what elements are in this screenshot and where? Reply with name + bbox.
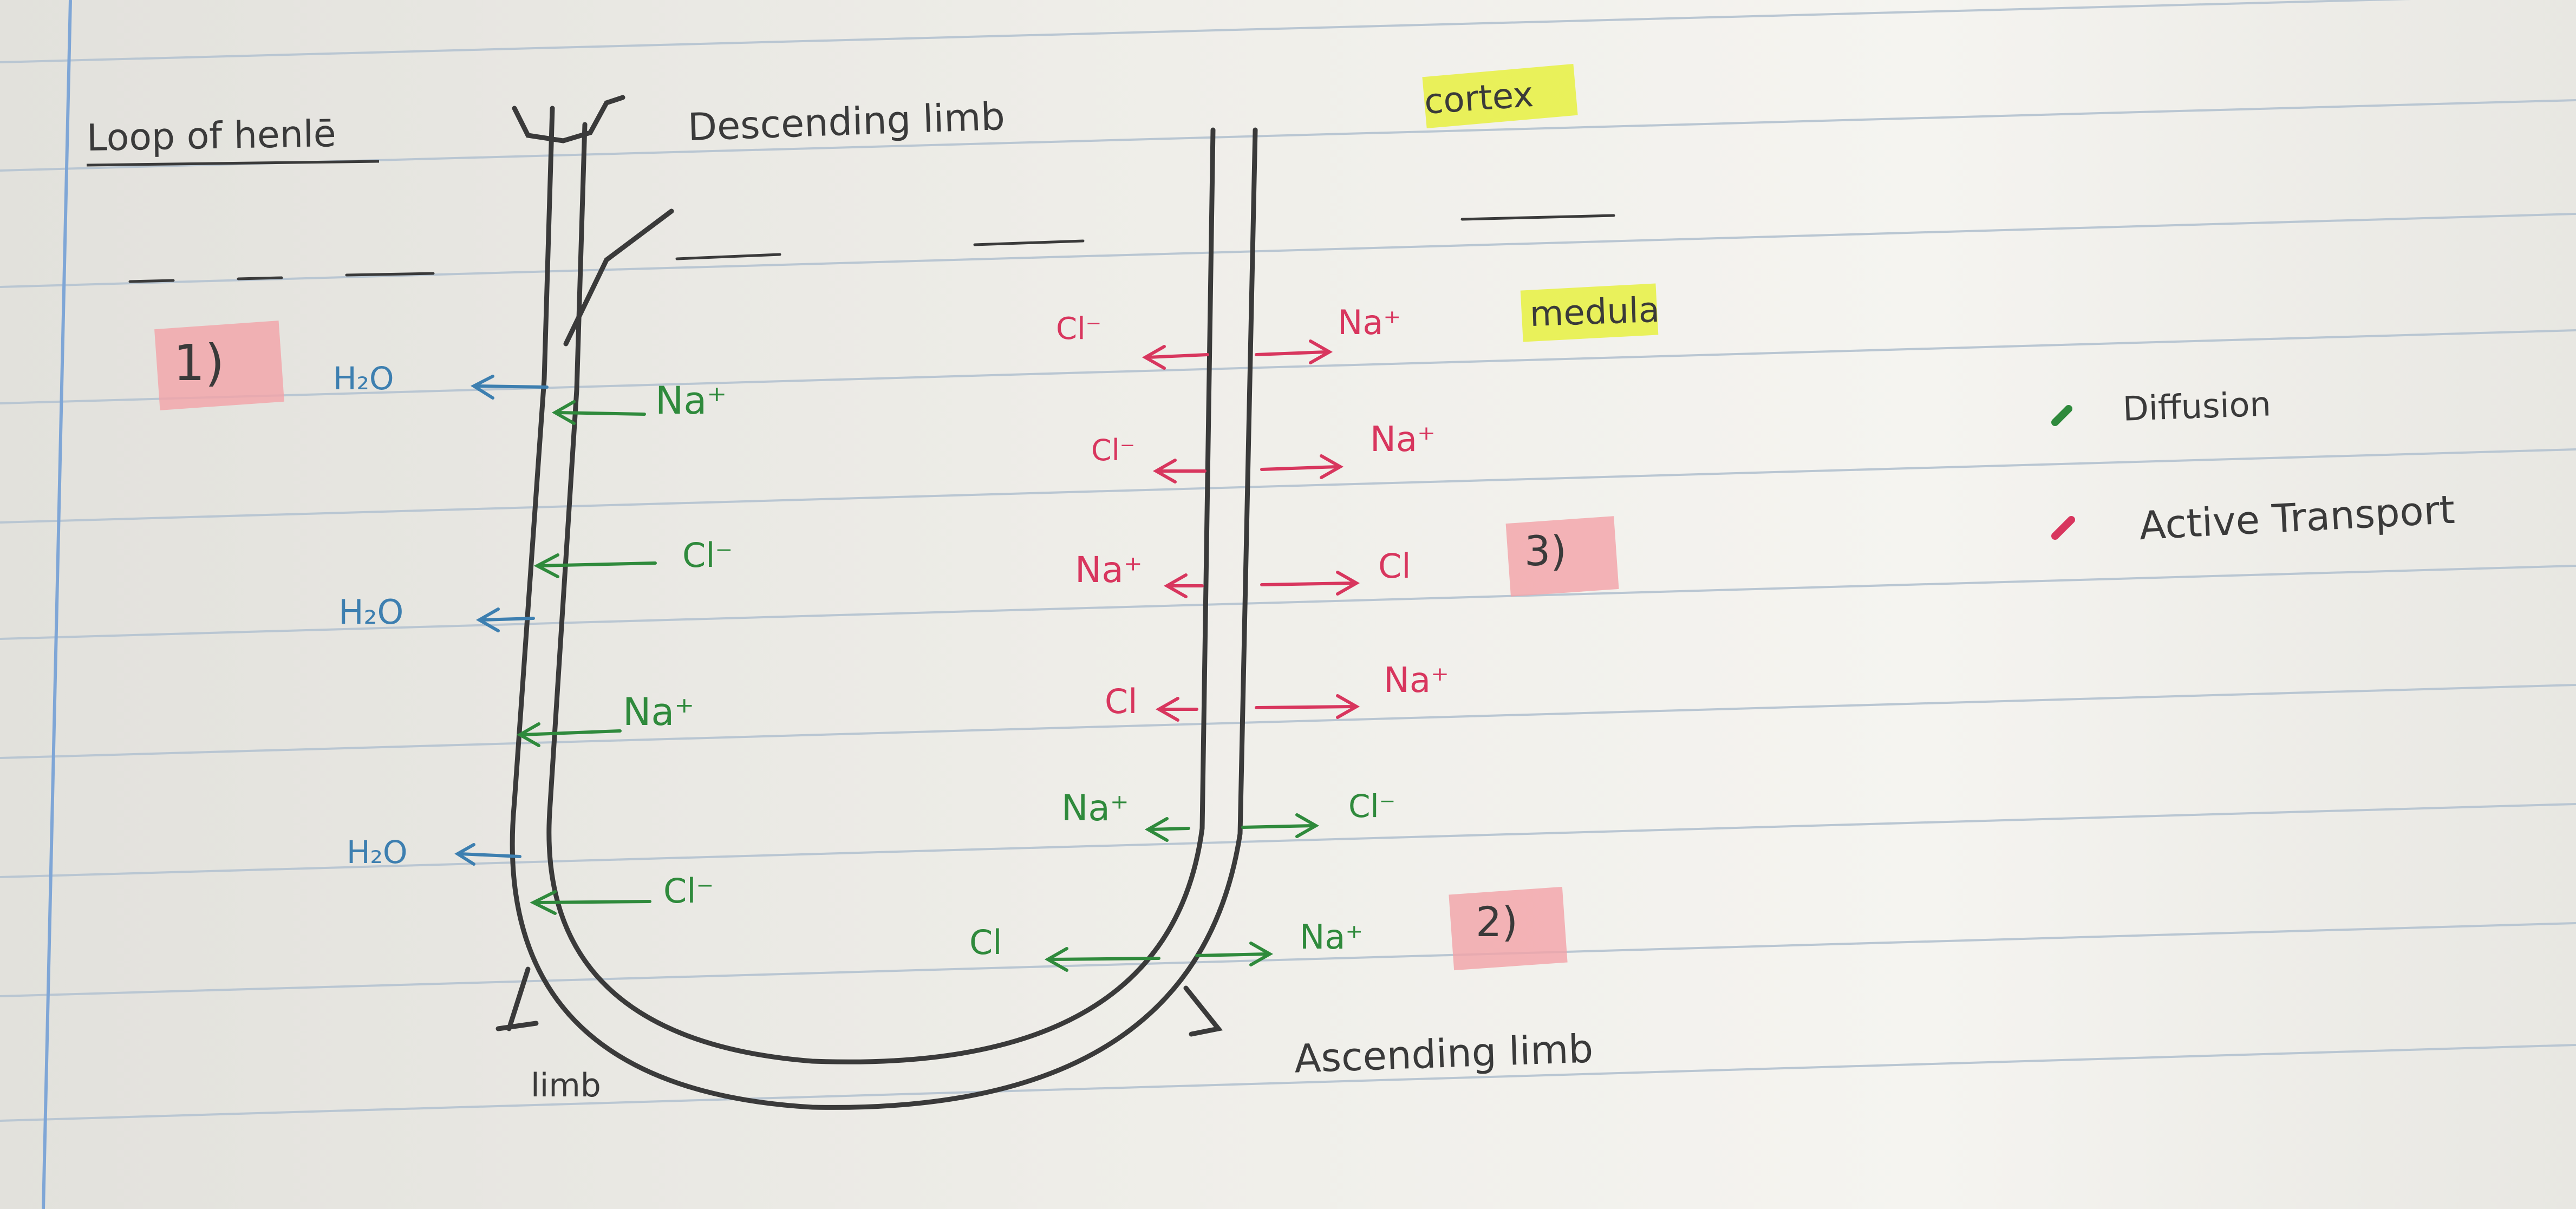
cortex-highlight — [1422, 63, 1578, 129]
ion-label: Cl⁻ — [663, 871, 714, 911]
lower-left-pointer — [495, 966, 539, 1031]
water-label: H₂O — [333, 360, 394, 397]
step-1-highlight — [154, 321, 284, 410]
ion-label-right: Cl — [1378, 546, 1411, 586]
descending-diffusion-arrows — [516, 400, 657, 915]
ascending-limb-label: Ascending limb — [1293, 1025, 1594, 1082]
loop-tubule — [495, 95, 1258, 1110]
ion-label-left: Cl⁻ — [1056, 311, 1102, 347]
cortex-medulla-boundary — [128, 214, 1615, 283]
descending-limb-pointer — [563, 208, 674, 347]
ion-label-right: Na⁺ — [1338, 303, 1401, 342]
title-underline — [86, 160, 380, 167]
ion-label-left: Na⁺ — [1075, 549, 1143, 591]
tubule-funnel — [512, 95, 625, 143]
legend-swatches — [2051, 405, 2075, 540]
ion-label: Na⁺ — [655, 378, 727, 423]
page-title: Loop of henlē — [86, 112, 337, 160]
water-label: H₂O — [347, 834, 408, 871]
ion-label-left: Cl⁻ — [1091, 433, 1136, 467]
diffusion-swatch — [2051, 405, 2072, 426]
ion-label: Na⁺ — [623, 690, 695, 734]
tubule-outer-wall — [510, 106, 1258, 1110]
ion-label-left: Cl — [1105, 682, 1138, 721]
ion-label-right: Cl⁻ — [1348, 788, 1396, 825]
ascending-active-arrows — [1142, 339, 1360, 722]
ion-label-left: Cl — [969, 923, 1002, 962]
step-3-highlight — [1505, 516, 1619, 597]
margin-line — [42, 0, 72, 1209]
active-transport-swatch — [2051, 516, 2075, 540]
descending-limb-label: Descending limb — [687, 94, 1006, 150]
step-1-label: 1) — [173, 334, 225, 392]
medulla-highlight — [1520, 283, 1659, 342]
tubule-inner-wall — [546, 122, 1216, 1064]
limb-label: limb — [531, 1067, 601, 1105]
ion-label-right: Na⁺ — [1300, 917, 1364, 957]
medulla-label: medula — [1529, 290, 1661, 335]
legend-diffusion-label: Diffusion — [2122, 384, 2272, 429]
step-2-highlight — [1449, 886, 1568, 971]
water-arrows — [454, 375, 549, 866]
water-label: H₂O — [338, 592, 404, 632]
ascending-limb-pointer — [1183, 985, 1223, 1037]
ion-label-left: Na⁺ — [1061, 787, 1129, 829]
ion-label: Cl⁻ — [682, 535, 733, 575]
ascending-diffusion-arrows — [1044, 813, 1320, 972]
ion-label-right: Na⁺ — [1370, 420, 1436, 460]
step-2-label: 2) — [1476, 898, 1518, 946]
step-3-label: 3) — [1524, 527, 1567, 575]
ion-label-right: Na⁺ — [1384, 661, 1449, 701]
cortex-label: cortex — [1423, 75, 1535, 122]
